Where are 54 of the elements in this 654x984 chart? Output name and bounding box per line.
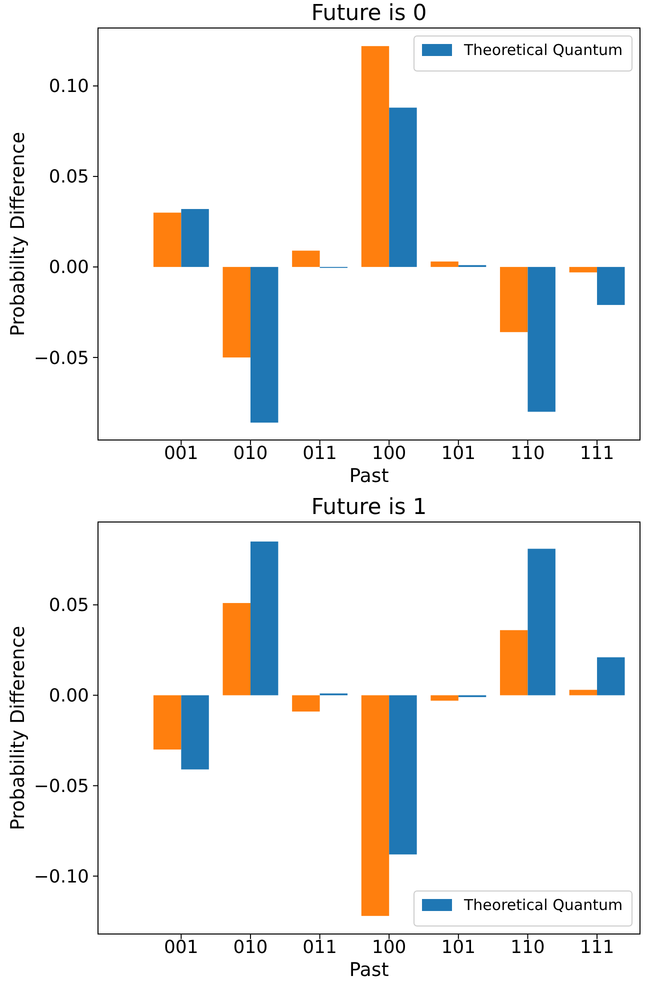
legend-label: Theoretical Quantum xyxy=(463,896,623,914)
x-tick-label: 100 xyxy=(372,937,406,958)
x-tick-label: 101 xyxy=(441,443,476,464)
bar xyxy=(250,542,278,696)
chart-title: Future is 1 xyxy=(311,495,427,520)
bar xyxy=(500,630,528,696)
y-tick-label: 0.00 xyxy=(48,257,89,278)
x-tick-label: 011 xyxy=(302,937,337,958)
x-tick-label: 100 xyxy=(372,443,406,464)
x-tick-label: 101 xyxy=(441,937,476,958)
bar xyxy=(569,266,598,272)
x-tick-label: 010 xyxy=(233,937,268,958)
bar xyxy=(597,657,625,696)
bar xyxy=(181,209,209,267)
x-tick-label: 011 xyxy=(302,443,337,464)
bar xyxy=(222,603,250,696)
bar xyxy=(389,108,417,267)
y-tick-label: 0.05 xyxy=(48,595,89,616)
bar xyxy=(528,548,556,696)
bar xyxy=(153,212,182,267)
bar xyxy=(292,250,320,267)
bar xyxy=(430,695,458,701)
bar xyxy=(389,695,417,854)
x-axis-title: Past xyxy=(349,465,389,487)
x-tick-label: 010 xyxy=(233,443,268,464)
bar xyxy=(222,266,250,358)
x-tick-label: 001 xyxy=(164,443,198,464)
y-tick-label: −0.05 xyxy=(34,348,89,369)
x-tick-label: 110 xyxy=(510,937,545,958)
y-tick-label: 0.10 xyxy=(48,76,89,98)
y-axis-title: Probability Difference xyxy=(7,626,29,830)
bar xyxy=(153,695,182,750)
bar xyxy=(597,266,625,305)
y-tick-label: −0.05 xyxy=(34,776,89,797)
bar xyxy=(500,266,528,332)
bar xyxy=(528,266,556,412)
x-tick-label: 001 xyxy=(164,937,198,958)
bar xyxy=(361,695,390,916)
bar xyxy=(292,695,320,712)
bar xyxy=(430,262,458,267)
x-tick-label: 111 xyxy=(580,443,614,464)
y-tick-label: 0.05 xyxy=(48,166,89,188)
bar xyxy=(361,46,390,267)
y-tick-label: 0.00 xyxy=(48,686,89,707)
bar xyxy=(250,266,278,423)
y-tick-label: −0.10 xyxy=(34,866,89,888)
bar xyxy=(181,695,209,770)
x-tick-label: 110 xyxy=(510,443,545,464)
legend-label: Theoretical Quantum xyxy=(463,41,623,59)
x-axis-title: Past xyxy=(349,959,389,981)
bar xyxy=(569,690,598,696)
chart-title: Future is 0 xyxy=(311,1,427,26)
y-axis-title: Probability Difference xyxy=(7,132,29,336)
x-tick-label: 111 xyxy=(580,937,614,958)
